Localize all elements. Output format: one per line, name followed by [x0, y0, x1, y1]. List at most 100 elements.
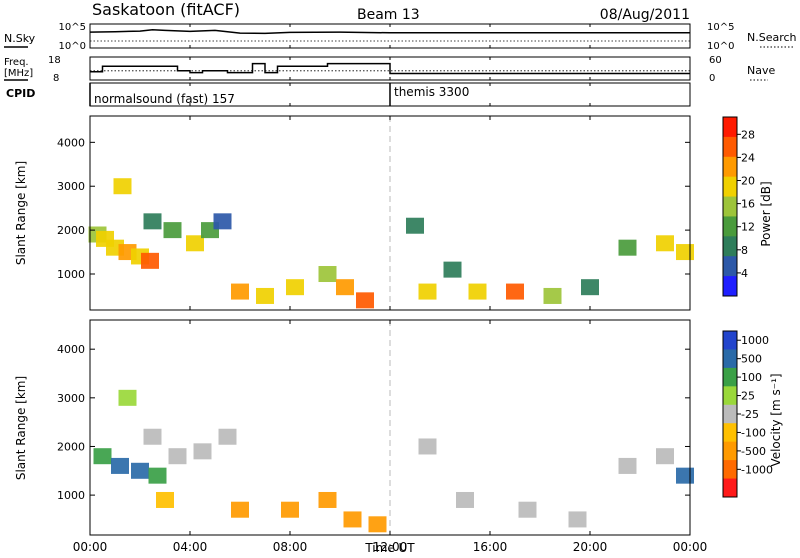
- power-cell: [113, 178, 132, 195]
- velocity-cell: [131, 462, 149, 479]
- power-ylabel: Slant Range [km]: [14, 161, 28, 265]
- velocity-cell: [618, 457, 637, 474]
- power-cbar-tick-label: 8: [741, 244, 748, 257]
- power-cell: [163, 222, 182, 239]
- x-tick-label: 00:00: [673, 540, 708, 554]
- velocity-cell: [168, 448, 187, 465]
- freq-series: [90, 62, 690, 75]
- freq-label: Freq.: [4, 57, 29, 68]
- power-panel: 1000 2000 3000 4000 Slant Range [km] 28 24 20…: [14, 115, 773, 311]
- velocity-cell: [456, 491, 474, 508]
- noise-panel: N.Sky 10^5 10^0 10^5 10^0 N.Search: [4, 22, 797, 52]
- power-cell: [468, 283, 487, 300]
- velocity-cell: [343, 511, 362, 528]
- velocity-cbar-tick-label: -25: [741, 408, 759, 421]
- nave-tick-bottom: 0: [709, 73, 715, 84]
- velocity-panel: 1000 2000 3000 4000 Slant Range [km] 1000 50…: [14, 319, 783, 536]
- power-cbar-tick-label: 28: [741, 128, 755, 141]
- power-cell: [443, 261, 462, 278]
- x-tick-label: 16:00: [473, 540, 508, 554]
- x-tick-label: 00:00: [73, 540, 108, 554]
- velocity-cbar-tick-label: -100: [741, 426, 766, 439]
- power-cell: [356, 292, 374, 309]
- noise-right-tick-bottom: 10^0: [707, 41, 734, 52]
- power-cell: [656, 235, 674, 252]
- power-cell: [286, 279, 304, 296]
- velocity-cbar-swatch: [723, 404, 737, 424]
- power-cbar-swatch: [723, 176, 737, 198]
- nave-tick-top: 60: [709, 55, 722, 66]
- power-cbar-tick-label: 12: [741, 221, 755, 234]
- power-cell: [676, 244, 694, 261]
- velocity-cbar-tick-label: 25: [741, 390, 755, 403]
- freq-tick-bottom: 8: [53, 73, 59, 84]
- title-date: 08/Aug/2011: [600, 7, 690, 23]
- power-cbar-swatch: [723, 236, 737, 257]
- velocity-cbar-tick-label: 100: [741, 371, 762, 384]
- freq-tick-top: 18: [48, 55, 61, 66]
- velocity-cbar-swatch: [723, 441, 737, 461]
- velocity-cell: [143, 428, 162, 445]
- time-axis: 00:00 04:00 08:00 12:00 16:00 20:00 00:00: [73, 24, 708, 554]
- velocity-ytick-label: 4000: [57, 343, 85, 356]
- velocity-cbar-swatch: [723, 367, 737, 387]
- velocity-cell: [93, 448, 112, 465]
- cpid-label: CPID: [6, 87, 35, 100]
- velocity-cbar-tick-label: -500: [741, 445, 766, 458]
- power-cell: [143, 213, 162, 230]
- xaxis-title: Time UT: [364, 541, 415, 554]
- velocity-cell: [418, 438, 437, 455]
- velocity-cell: [111, 457, 129, 474]
- cpid-panel: CPID normalsound (fast) 157 themis 3300: [6, 82, 691, 107]
- velocity-cell: [676, 467, 694, 484]
- power-cbar-swatch: [723, 276, 737, 297]
- velocity-heatmap: [93, 389, 694, 533]
- velocity-cell: [118, 389, 137, 406]
- power-cbar-swatch: [723, 117, 737, 138]
- velocity-cbar-tick-label: -1000: [741, 463, 773, 476]
- noise-search-label: N.Search: [747, 31, 797, 44]
- velocity-cbar-swatch: [723, 460, 737, 480]
- velocity-cbar-swatch: [723, 478, 737, 498]
- power-cell: [581, 279, 599, 296]
- velocity-ytick-label: 3000: [57, 392, 85, 405]
- velocity-cbar-swatch: [723, 386, 737, 406]
- x-tick-label: 04:00: [173, 540, 208, 554]
- power-cell: [318, 266, 337, 283]
- cpid-mode-normalsound: normalsound (fast) 157: [94, 92, 235, 106]
- velocity-cbar-swatch: [723, 423, 737, 443]
- power-cell: [141, 252, 159, 269]
- power-cbar-swatch: [723, 156, 737, 178]
- power-cbar-tick-label: 16: [741, 198, 755, 211]
- power-cell: [543, 287, 562, 304]
- velocity-cell: [656, 448, 674, 465]
- title-beam: Beam 13: [357, 7, 420, 23]
- velocity-cell: [518, 501, 537, 518]
- velocity-cell: [281, 501, 299, 518]
- velocity-cell: [156, 491, 174, 508]
- power-heatmap: [88, 178, 694, 309]
- velocity-cell: [231, 501, 249, 518]
- power-cbar-tick-label: 24: [741, 151, 755, 164]
- velocity-cbar-swatch: [723, 331, 737, 350]
- power-cell: [418, 283, 437, 300]
- power-cell: [213, 213, 232, 230]
- power-ytick-label: 4000: [57, 136, 85, 149]
- power-cbar-swatch: [723, 136, 737, 158]
- noise-right-tick-top: 10^5: [707, 22, 734, 33]
- power-cbar-tick-label: 4: [741, 267, 748, 280]
- velocity-cell: [318, 491, 337, 508]
- x-tick-label: 08:00: [273, 540, 308, 554]
- cpid-mode-themis: themis 3300: [394, 85, 469, 99]
- velocity-ytick-label: 1000: [57, 489, 85, 502]
- velocity-cbar-tick-label: 1000: [741, 334, 769, 347]
- power-cell: [186, 235, 204, 252]
- x-tick-label: 20:00: [573, 540, 608, 554]
- power-ytick-label: 3000: [57, 180, 85, 193]
- velocity-cell: [568, 511, 587, 528]
- title-station: Saskatoon (fitACF): [92, 0, 240, 19]
- velocity-cbar-label: Velocity [m s⁻¹]: [769, 373, 783, 466]
- noise-sky-label: N.Sky: [4, 32, 36, 45]
- power-cbar-label: Power [dB]: [759, 181, 773, 246]
- power-cell: [231, 283, 249, 300]
